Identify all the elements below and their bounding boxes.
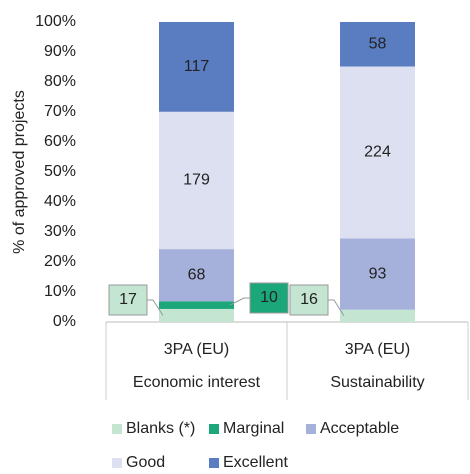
x-tick-label: 3PA (EU) (345, 341, 411, 358)
legend-label: Acceptable (320, 420, 399, 437)
y-tick-label: 50% (44, 163, 76, 180)
legend-swatch (209, 458, 219, 468)
y-tick-label: 90% (44, 43, 76, 60)
bar-segment (159, 22, 234, 112)
label-box (249, 282, 289, 314)
x-tick-label: 3PA (EU) (164, 341, 230, 358)
y-tick-label: 40% (44, 193, 76, 210)
data-label: 179 (183, 172, 210, 189)
legend-swatch (209, 424, 219, 434)
bar-segment (340, 22, 415, 67)
y-tick-label: 10% (44, 283, 76, 300)
y-tick-label: 30% (44, 223, 76, 240)
data-label: 224 (364, 144, 391, 161)
leader-line (328, 299, 345, 317)
data-label: 17 (119, 291, 137, 308)
y-axis-label: % of approved projects (11, 90, 28, 254)
bar-segment (159, 308, 234, 322)
data-label: 68 (188, 266, 206, 283)
group-label: Sustainability (330, 374, 424, 391)
legend-label: Excellent (223, 454, 288, 471)
bar-segment (159, 301, 234, 309)
data-label: 10 (260, 289, 278, 306)
legend-swatch (112, 424, 122, 434)
y-tick-label: 60% (44, 133, 76, 150)
data-label: 117 (184, 58, 210, 75)
group-label: Economic interest (133, 374, 261, 391)
bar-segment (340, 66, 415, 239)
leader-line (147, 299, 164, 316)
legend-swatch (112, 458, 122, 468)
y-tick-label: 70% (44, 103, 76, 120)
label-box (289, 284, 329, 316)
bar-segment (340, 238, 415, 310)
legend-label: Marginal (223, 420, 284, 437)
y-tick-label: 20% (44, 253, 76, 270)
legend-label: Blanks (*) (126, 420, 195, 437)
bar-segment (159, 111, 234, 250)
y-tick-label: 100% (35, 13, 76, 30)
data-label: 58 (369, 35, 387, 52)
bar-segment (340, 309, 415, 322)
bar-segment (159, 249, 234, 302)
leader-line (229, 297, 250, 306)
y-tick-label: 0% (53, 313, 76, 330)
data-label: 16 (300, 291, 318, 308)
label-box (108, 284, 148, 316)
data-label: 93 (369, 265, 387, 282)
y-tick-label: 80% (44, 73, 76, 90)
legend-swatch (306, 424, 316, 434)
legend-label: Good (126, 454, 165, 471)
